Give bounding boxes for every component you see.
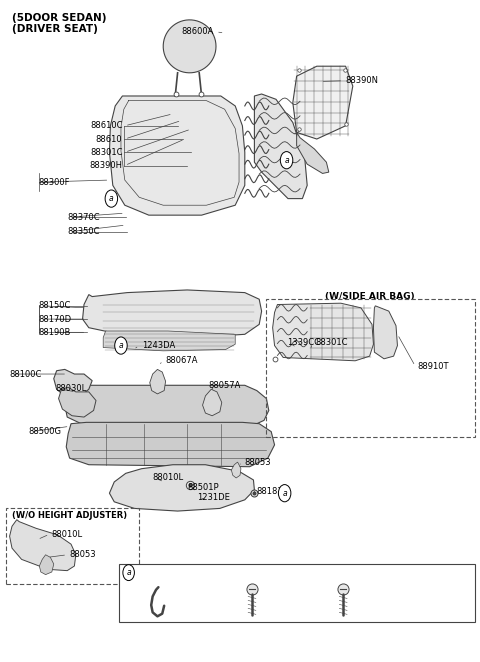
Polygon shape [109,96,245,215]
Text: 00824: 00824 [240,568,269,577]
Polygon shape [83,290,262,338]
Bar [119,564,475,622]
Text: 1231DE: 1231DE [197,493,229,502]
Text: 88053: 88053 [70,550,96,559]
Text: a: a [109,194,114,203]
Text: 88030L: 88030L [55,384,86,393]
Circle shape [280,152,293,169]
Polygon shape [293,66,353,139]
Text: 88170D: 88170D [38,314,72,324]
Text: 88057A: 88057A [209,381,241,390]
Text: (DRIVER SEAT): (DRIVER SEAT) [12,24,98,34]
Text: 88150C: 88150C [38,301,71,310]
Text: 88370C: 88370C [67,213,100,222]
Text: 1339CC: 1339CC [287,338,320,348]
Text: 1243DA: 1243DA [142,341,175,350]
Polygon shape [163,20,216,73]
Polygon shape [203,389,222,416]
Bar [266,299,475,437]
Text: 88190B: 88190B [38,328,71,337]
Text: 88910T: 88910T [418,361,449,371]
Polygon shape [39,555,54,575]
Text: 88100C: 88100C [10,369,42,379]
Polygon shape [297,132,329,173]
Text: 88500G: 88500G [29,427,62,436]
Bar [6,508,139,584]
Text: (5DOOR SEDAN): (5DOOR SEDAN) [12,13,107,23]
Text: 88301C: 88301C [90,148,122,157]
Circle shape [115,337,127,354]
Circle shape [278,485,291,502]
Polygon shape [103,331,235,351]
Text: 88183B: 88183B [257,487,289,496]
Text: a: a [282,489,287,498]
Polygon shape [59,387,96,417]
Text: 88501P: 88501P [187,483,219,492]
Text: (W/O HEIGHT ADJUSTER): (W/O HEIGHT ADJUSTER) [12,511,127,520]
Polygon shape [373,306,397,359]
Text: 88600A: 88600A [181,27,214,36]
Circle shape [105,190,118,207]
Polygon shape [66,422,275,467]
Text: 88301C: 88301C [315,338,348,348]
Text: 1249GB: 1249GB [414,568,450,577]
Polygon shape [109,465,254,511]
Polygon shape [150,369,166,394]
Text: a: a [284,156,289,165]
Text: 88390N: 88390N [346,76,379,85]
Text: 88390H: 88390H [89,161,122,170]
Polygon shape [254,94,307,199]
Text: 88010L: 88010L [52,530,83,539]
Text: 88067A: 88067A [166,356,198,365]
Polygon shape [273,303,373,361]
Text: a: a [119,341,123,350]
Polygon shape [231,462,241,478]
Text: a: a [126,568,131,577]
Text: (W/SIDE AIR BAG): (W/SIDE AIR BAG) [325,292,414,301]
Polygon shape [54,369,92,397]
Text: 88300F: 88300F [38,177,70,187]
Text: 88610C: 88610C [90,121,122,130]
Polygon shape [65,385,269,427]
Text: 1249GA: 1249GA [325,568,361,577]
Text: 88610: 88610 [96,134,122,144]
Text: 88053: 88053 [245,457,271,467]
Circle shape [123,565,134,581]
Text: 88350C: 88350C [67,227,100,236]
Text: 88010L: 88010L [153,473,184,483]
Polygon shape [10,520,76,571]
